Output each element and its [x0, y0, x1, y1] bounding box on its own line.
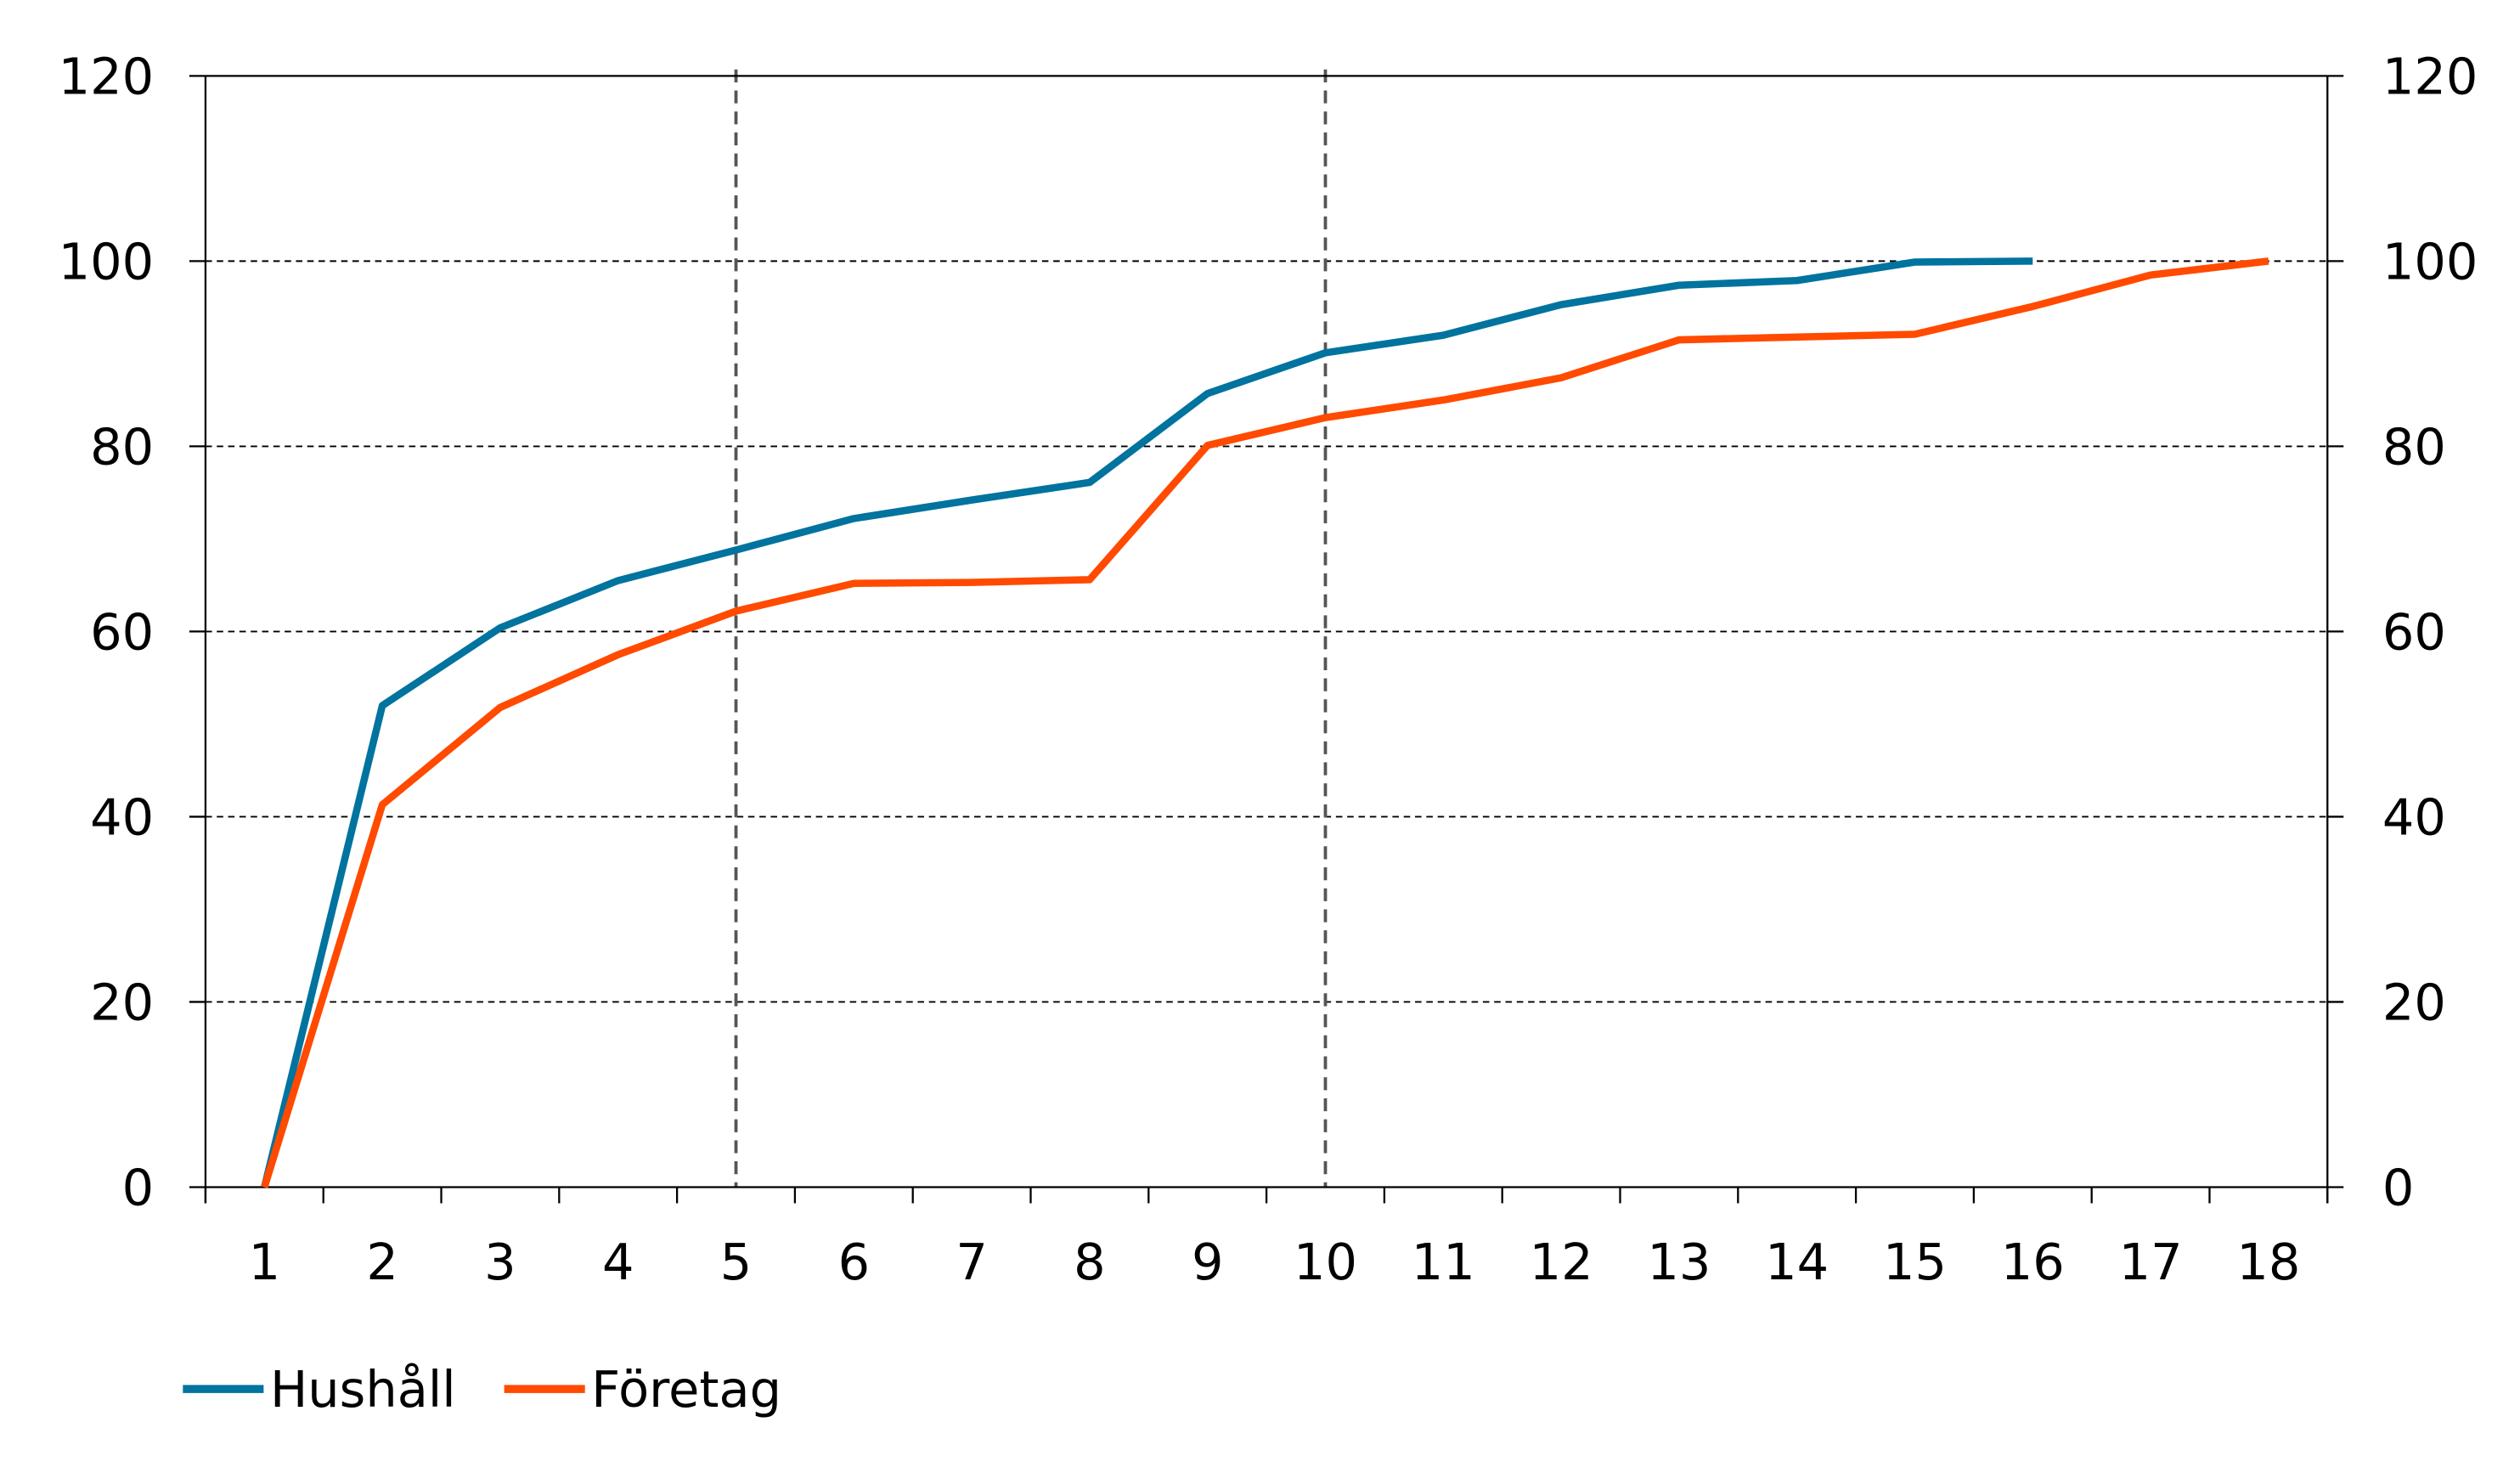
x-tick-label: 18	[2236, 1233, 2300, 1291]
series-line-1	[261, 257, 2269, 1188]
y-tick-label: 120	[59, 47, 154, 105]
y2-tick-label: 60	[2382, 602, 2446, 661]
x-tick-label: 3	[484, 1233, 516, 1291]
y2-tick-label: 80	[2382, 417, 2446, 476]
y2-tick-label: 0	[2382, 1158, 2414, 1216]
x-tick-label: 16	[2001, 1233, 2065, 1291]
x-tick-label: 11	[1412, 1233, 1475, 1291]
x-tick-label: 10	[1294, 1233, 1357, 1291]
y-tick-label: 80	[90, 417, 154, 476]
y-tick-label: 20	[90, 973, 154, 1031]
x-tick-label: 13	[1647, 1233, 1711, 1291]
legend: Hushåll Företag	[183, 1360, 781, 1419]
legend-label: Hushåll	[270, 1360, 456, 1419]
legend-label: Företag	[591, 1360, 781, 1419]
y-tick-label: 100	[59, 232, 154, 291]
x-tick-label: 14	[1765, 1233, 1829, 1291]
y-tick-label: 0	[122, 1158, 155, 1216]
x-tick-label: 4	[602, 1233, 634, 1291]
x-tick-label: 7	[956, 1233, 988, 1291]
x-tick-label: 15	[1883, 1233, 1947, 1291]
y-tick-label: 40	[90, 787, 154, 846]
x-tick-label: 6	[838, 1233, 871, 1291]
gridlines	[205, 69, 2328, 1188]
y2-tick-label: 120	[2382, 47, 2478, 105]
x-tick-label: 1	[249, 1233, 281, 1291]
x-tick-label: 5	[720, 1233, 753, 1291]
x-tick-label: 17	[2119, 1233, 2183, 1291]
y2-tick-label: 20	[2382, 973, 2446, 1031]
series-line-0	[261, 257, 2033, 1188]
y-tick-label: 60	[90, 602, 154, 661]
y2-tick-label: 100	[2382, 232, 2478, 291]
series-lines	[261, 257, 2269, 1188]
y2-tick-label: 40	[2382, 787, 2446, 846]
x-tick-label: 9	[1192, 1233, 1224, 1291]
x-tick-label: 8	[1074, 1233, 1106, 1291]
x-tick-label: 12	[1530, 1233, 1593, 1291]
x-tick-label: 2	[366, 1233, 398, 1291]
